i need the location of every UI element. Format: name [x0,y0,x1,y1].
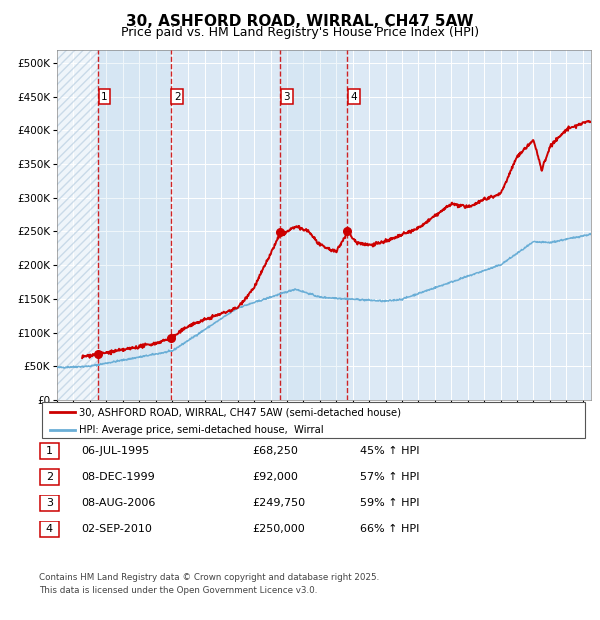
Text: Contains HM Land Registry data © Crown copyright and database right 2025.: Contains HM Land Registry data © Crown c… [39,574,379,583]
Text: 4: 4 [46,525,53,534]
Text: 02-SEP-2010: 02-SEP-2010 [81,525,152,534]
Bar [57,50,98,400]
Text: 30, ASHFORD ROAD, WIRRAL, CH47 5AW (semi-detached house): 30, ASHFORD ROAD, WIRRAL, CH47 5AW (semi… [79,407,401,417]
Text: £250,000: £250,000 [252,525,305,534]
Text: 2: 2 [174,92,181,102]
Text: 3: 3 [46,498,53,508]
Text: This data is licensed under the Open Government Licence v3.0.: This data is licensed under the Open Gov… [39,586,317,595]
Text: 57% ↑ HPI: 57% ↑ HPI [360,472,419,482]
Text: 45% ↑ HPI: 45% ↑ HPI [360,446,419,456]
FancyBboxPatch shape [40,443,59,459]
Text: 2: 2 [46,472,53,482]
Bar [280,50,347,400]
Text: £68,250: £68,250 [252,446,298,456]
Text: 06-JUL-1995: 06-JUL-1995 [81,446,149,456]
FancyBboxPatch shape [40,469,59,485]
Text: HPI: Average price, semi-detached house,  Wirral: HPI: Average price, semi-detached house,… [79,425,323,435]
Bar [98,50,171,400]
Text: 1: 1 [101,92,108,102]
FancyBboxPatch shape [42,402,585,438]
Text: 4: 4 [350,92,357,102]
FancyBboxPatch shape [40,495,59,511]
Text: 08-DEC-1999: 08-DEC-1999 [81,472,155,482]
Text: 1: 1 [46,446,53,456]
Text: 30, ASHFORD ROAD, WIRRAL, CH47 5AW: 30, ASHFORD ROAD, WIRRAL, CH47 5AW [126,14,474,29]
Text: Price paid vs. HM Land Registry's House Price Index (HPI): Price paid vs. HM Land Registry's House … [121,26,479,39]
Text: 08-AUG-2006: 08-AUG-2006 [81,498,155,508]
Text: 3: 3 [283,92,290,102]
Text: 66% ↑ HPI: 66% ↑ HPI [360,525,419,534]
FancyBboxPatch shape [40,521,59,537]
Text: 59% ↑ HPI: 59% ↑ HPI [360,498,419,508]
Text: £92,000: £92,000 [252,472,298,482]
Text: £249,750: £249,750 [252,498,305,508]
